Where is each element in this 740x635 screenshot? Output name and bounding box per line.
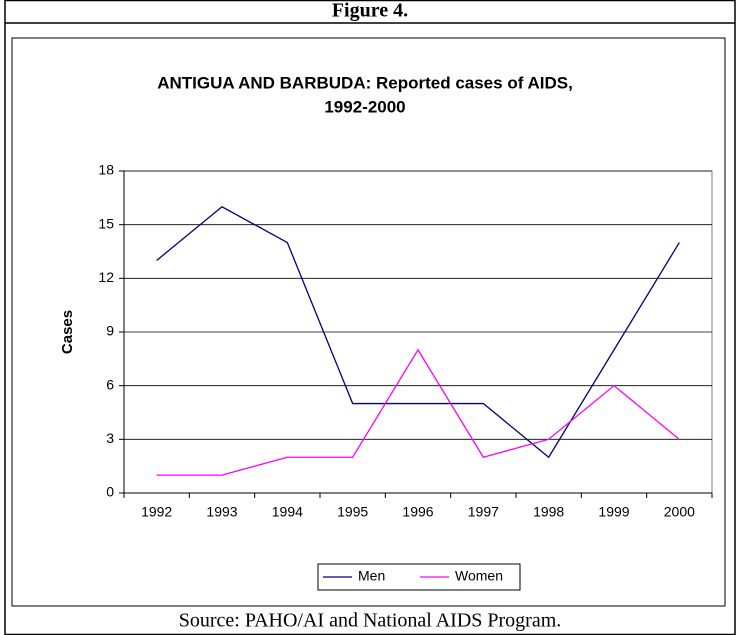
x-tick-label: 1992 [141,504,172,520]
x-tick-label: 1998 [533,504,564,520]
figure-label: Figure 4. [332,0,408,22]
chart-title: ANTIGUA AND BARBUDA: Reported cases of A… [157,73,573,92]
x-tick-label: 1996 [402,504,433,520]
x-tick-label: 1995 [337,504,368,520]
y-axis-label: Cases [59,310,76,354]
x-tick-label: 1999 [598,504,629,520]
series-line [156,205,680,459]
outer-frame [4,0,736,635]
x-tick-label: 1997 [468,504,499,520]
series-line [156,348,680,476]
legend-label: Men [358,568,385,584]
y-tick-label: 15 [98,215,114,231]
chart-title: 1992-2000 [324,97,405,116]
y-tick-label: 6 [106,376,114,392]
y-tick-label: 18 [98,162,114,178]
chart-frame [11,37,726,607]
y-tick-label: 12 [98,269,114,285]
y-tick-label: 3 [106,430,114,446]
x-tick-label: 2000 [664,504,695,520]
x-tick-label: 1993 [206,504,237,520]
legend-label: Women [455,568,503,584]
y-tick-label: 9 [106,323,114,339]
source-note: Source: PAHO/AI and National AIDS Progra… [179,610,562,632]
y-tick-label: 0 [106,484,114,500]
x-tick-label: 1994 [272,504,303,520]
